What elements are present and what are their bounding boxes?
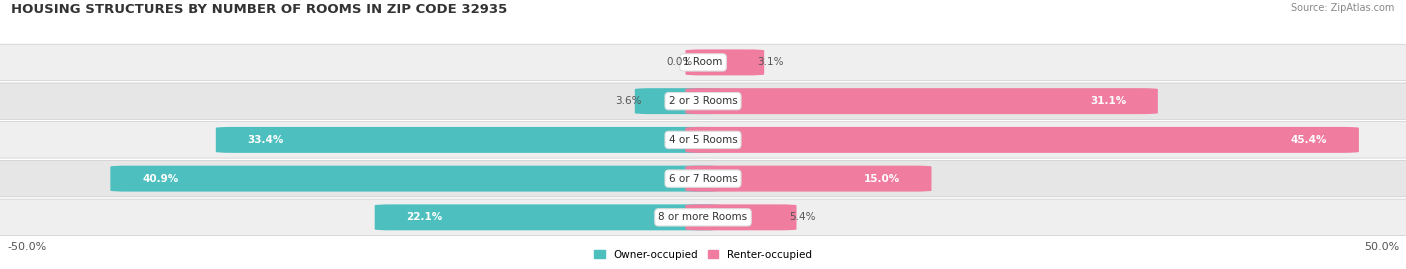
FancyBboxPatch shape: [110, 166, 721, 192]
FancyBboxPatch shape: [217, 127, 721, 153]
FancyBboxPatch shape: [686, 204, 796, 230]
Text: 50.0%: 50.0%: [1364, 242, 1399, 252]
Text: 3.6%: 3.6%: [616, 96, 641, 106]
Text: 0.0%: 0.0%: [666, 57, 693, 68]
FancyBboxPatch shape: [686, 88, 1159, 114]
Text: 40.9%: 40.9%: [142, 174, 179, 184]
Text: 8 or more Rooms: 8 or more Rooms: [658, 212, 748, 222]
Text: 31.1%: 31.1%: [1090, 96, 1126, 106]
Text: HOUSING STRUCTURES BY NUMBER OF ROOMS IN ZIP CODE 32935: HOUSING STRUCTURES BY NUMBER OF ROOMS IN…: [11, 3, 508, 16]
Text: 3.1%: 3.1%: [756, 57, 783, 68]
Text: 15.0%: 15.0%: [863, 174, 900, 184]
Text: 22.1%: 22.1%: [406, 212, 443, 222]
FancyBboxPatch shape: [636, 88, 721, 114]
Text: 4 or 5 Rooms: 4 or 5 Rooms: [669, 135, 737, 145]
Text: Source: ZipAtlas.com: Source: ZipAtlas.com: [1291, 3, 1395, 13]
FancyBboxPatch shape: [374, 204, 720, 230]
Text: 45.4%: 45.4%: [1291, 135, 1327, 145]
Text: 1 Room: 1 Room: [683, 57, 723, 68]
FancyBboxPatch shape: [0, 83, 1406, 119]
FancyBboxPatch shape: [0, 160, 1406, 197]
FancyBboxPatch shape: [0, 44, 1406, 81]
FancyBboxPatch shape: [686, 127, 1358, 153]
Text: 5.4%: 5.4%: [790, 212, 815, 222]
Text: -50.0%: -50.0%: [7, 242, 46, 252]
Legend: Owner-occupied, Renter-occupied: Owner-occupied, Renter-occupied: [591, 245, 815, 264]
Text: 33.4%: 33.4%: [247, 135, 284, 145]
FancyBboxPatch shape: [686, 166, 931, 192]
Text: 6 or 7 Rooms: 6 or 7 Rooms: [669, 174, 737, 184]
FancyBboxPatch shape: [686, 49, 765, 75]
FancyBboxPatch shape: [0, 199, 1406, 236]
Text: 2 or 3 Rooms: 2 or 3 Rooms: [669, 96, 737, 106]
FancyBboxPatch shape: [0, 122, 1406, 158]
